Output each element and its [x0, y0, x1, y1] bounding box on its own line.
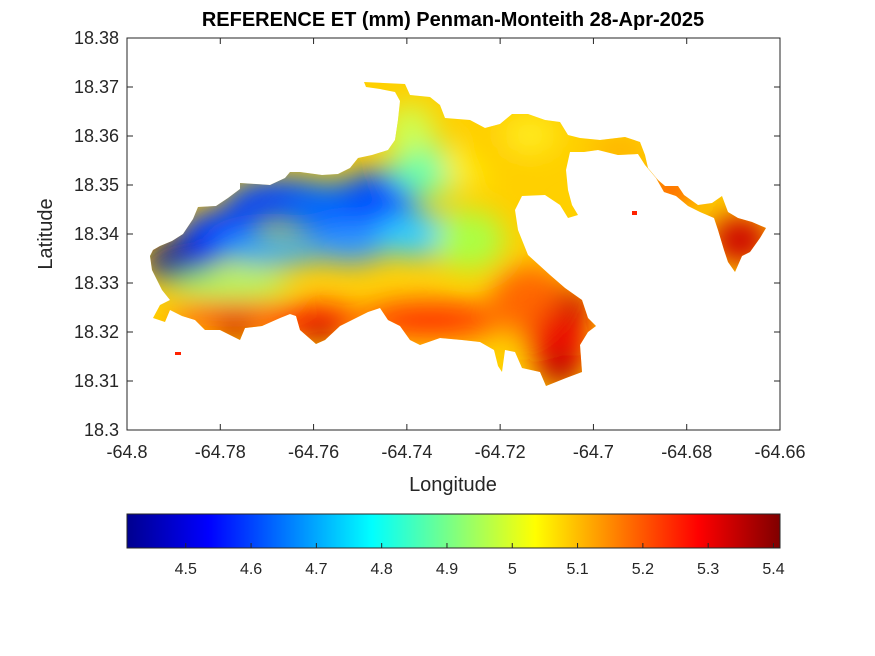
x-tick-label: -64.74 [381, 442, 432, 462]
x-tick-label: -64.76 [288, 442, 339, 462]
colorbar-tick-label: 4.9 [436, 561, 458, 578]
colorbar-tick-label: 5.2 [632, 561, 654, 578]
x-tick-label: -64.72 [475, 442, 526, 462]
y-tick-label: 18.37 [74, 77, 119, 97]
x-tick-label: -64.7 [573, 442, 614, 462]
x-axis: -64.8 -64.78 -64.76 -64.74 -64.72 -64.7 -64.68… [106, 38, 806, 462]
colorbar-tick-label: 5 [508, 561, 517, 578]
x-tick-label: -64.66 [754, 442, 805, 462]
y-tick-label: 18.38 [74, 28, 119, 48]
colorbar-tick-label: 4.7 [305, 561, 327, 578]
islet [175, 352, 181, 355]
colorbar-tick-label: 5.3 [697, 561, 719, 578]
colorbar-tick-label: 5.4 [762, 561, 784, 578]
y-tick-label: 18.32 [74, 322, 119, 342]
colorbar-ticks: 4.5 4.6 4.7 4.8 4.9 5 5.1 5.2 5.3 5.4 [175, 543, 785, 578]
colorbar-tick-label: 4.6 [240, 561, 262, 578]
y-tick-label: 18.35 [74, 175, 119, 195]
x-tick-label: -64.68 [661, 442, 712, 462]
y-tick-label: 18.36 [74, 126, 119, 146]
colorbar [126, 513, 781, 549]
x-tick-label: -64.8 [106, 442, 147, 462]
y-axis: 18.3 18.31 18.32 18.33 18.34 18.35 18.36 18.37 1… [74, 28, 780, 440]
colorbar-tick-label: 4.5 [175, 561, 197, 578]
y-axis-label: Latitude [35, 198, 57, 269]
y-tick-label: 18.34 [74, 224, 119, 244]
islet [632, 211, 637, 215]
y-tick-label: 18.33 [74, 273, 119, 293]
colorbar-tick-label: 4.8 [371, 561, 393, 578]
y-tick-label: 18.31 [74, 371, 119, 391]
colorbar-tick-label: 5.1 [566, 561, 588, 578]
x-tick-label: -64.78 [195, 442, 246, 462]
chart-title: REFERENCE ET (mm) Penman-Monteith 28-Apr… [202, 9, 704, 31]
x-axis-label: Longitude [409, 474, 497, 496]
y-tick-label: 18.3 [84, 420, 119, 440]
